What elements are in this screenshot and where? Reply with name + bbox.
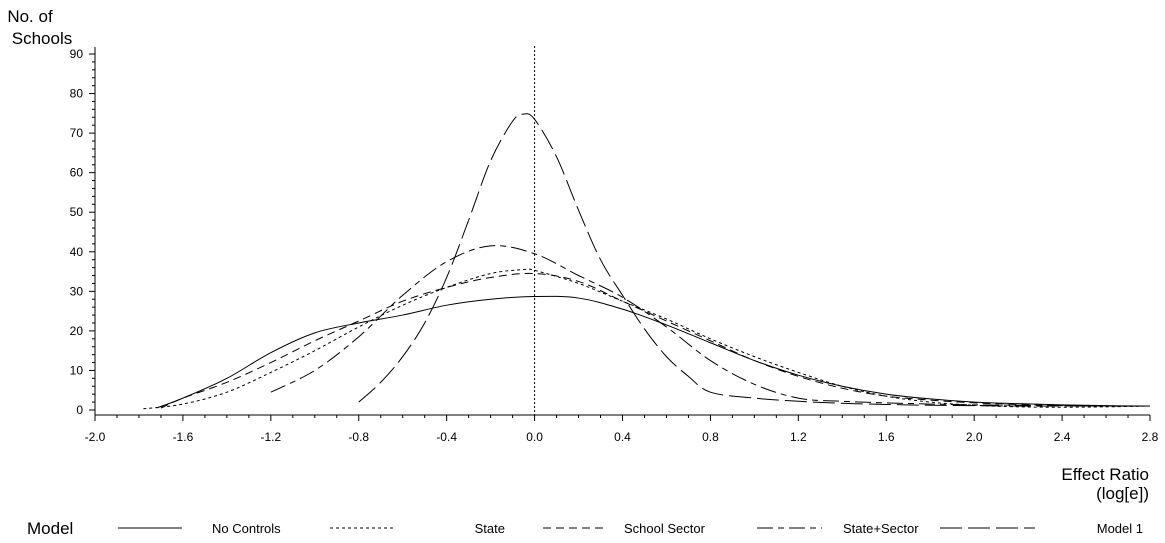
x-tick-label: 1.2 — [790, 430, 807, 444]
x-tick-label: -1.6 — [173, 430, 194, 444]
series-line-state — [143, 268, 1151, 410]
y-tick-label: 30 — [70, 284, 84, 298]
y-tick-label: 40 — [70, 245, 84, 259]
x-tick-label: 0.0 — [526, 430, 543, 444]
legend-label-no-controls: No Controls — [212, 521, 281, 536]
series-line-model-1 — [358, 113, 1150, 407]
y-tick-label: 10 — [70, 363, 84, 377]
x-tick-label: -0.4 — [436, 430, 457, 444]
legend-label-state-sector: State+Sector — [843, 521, 919, 536]
series-lines — [143, 113, 1151, 410]
x-tick-label: 2.4 — [1054, 430, 1071, 444]
series-line-no-controls — [156, 295, 1151, 409]
x-tick-label: 2.8 — [1142, 430, 1159, 444]
y-tick-label: 20 — [70, 324, 84, 338]
x-tick-label: 0.4 — [614, 430, 631, 444]
x-tick-label: -2.0 — [85, 430, 106, 444]
x-axis-title-line-1: Effect Ratio — [1061, 465, 1149, 484]
y-axis-title-line-2: Schools — [12, 29, 72, 48]
legend-label-school-sector: School Sector — [624, 521, 706, 536]
y-tick-label: 80 — [70, 87, 84, 101]
y-tick-label: 90 — [70, 47, 84, 61]
y-tick-label: 60 — [70, 166, 84, 180]
x-axis-title-line-2: (log[e]) — [1096, 484, 1149, 503]
series-line-school-sector — [160, 272, 1151, 409]
x-tick-label: 2.0 — [966, 430, 983, 444]
x-axis-ticks: -2.0 -1.6 -1.2 -0.8 -0.4 0.0 0.4 0.8 1.2 1.6 2.0 2.… — [85, 415, 1159, 444]
legend-label-model-1: Model 1 — [1097, 521, 1143, 536]
legend-title: Model — [27, 519, 73, 538]
y-axis-ticks: 0 10 20 30 40 50 60 70 80 90 — [70, 47, 95, 417]
x-tick-label: -1.2 — [260, 430, 281, 444]
y-tick-label: 0 — [76, 403, 83, 417]
x-tick-label: 0.8 — [702, 430, 719, 444]
x-tick-label: -0.8 — [348, 430, 369, 444]
y-tick-label: 50 — [70, 205, 84, 219]
x-tick-label: 1.6 — [878, 430, 895, 444]
series-line-state-sector — [270, 245, 1151, 407]
y-tick-label: 70 — [70, 126, 84, 140]
legend-label-state: State — [475, 521, 505, 536]
y-axis-title-line-1: No. of — [7, 7, 53, 26]
legend: No Controls State School Sector State+Secto… — [118, 521, 1143, 536]
